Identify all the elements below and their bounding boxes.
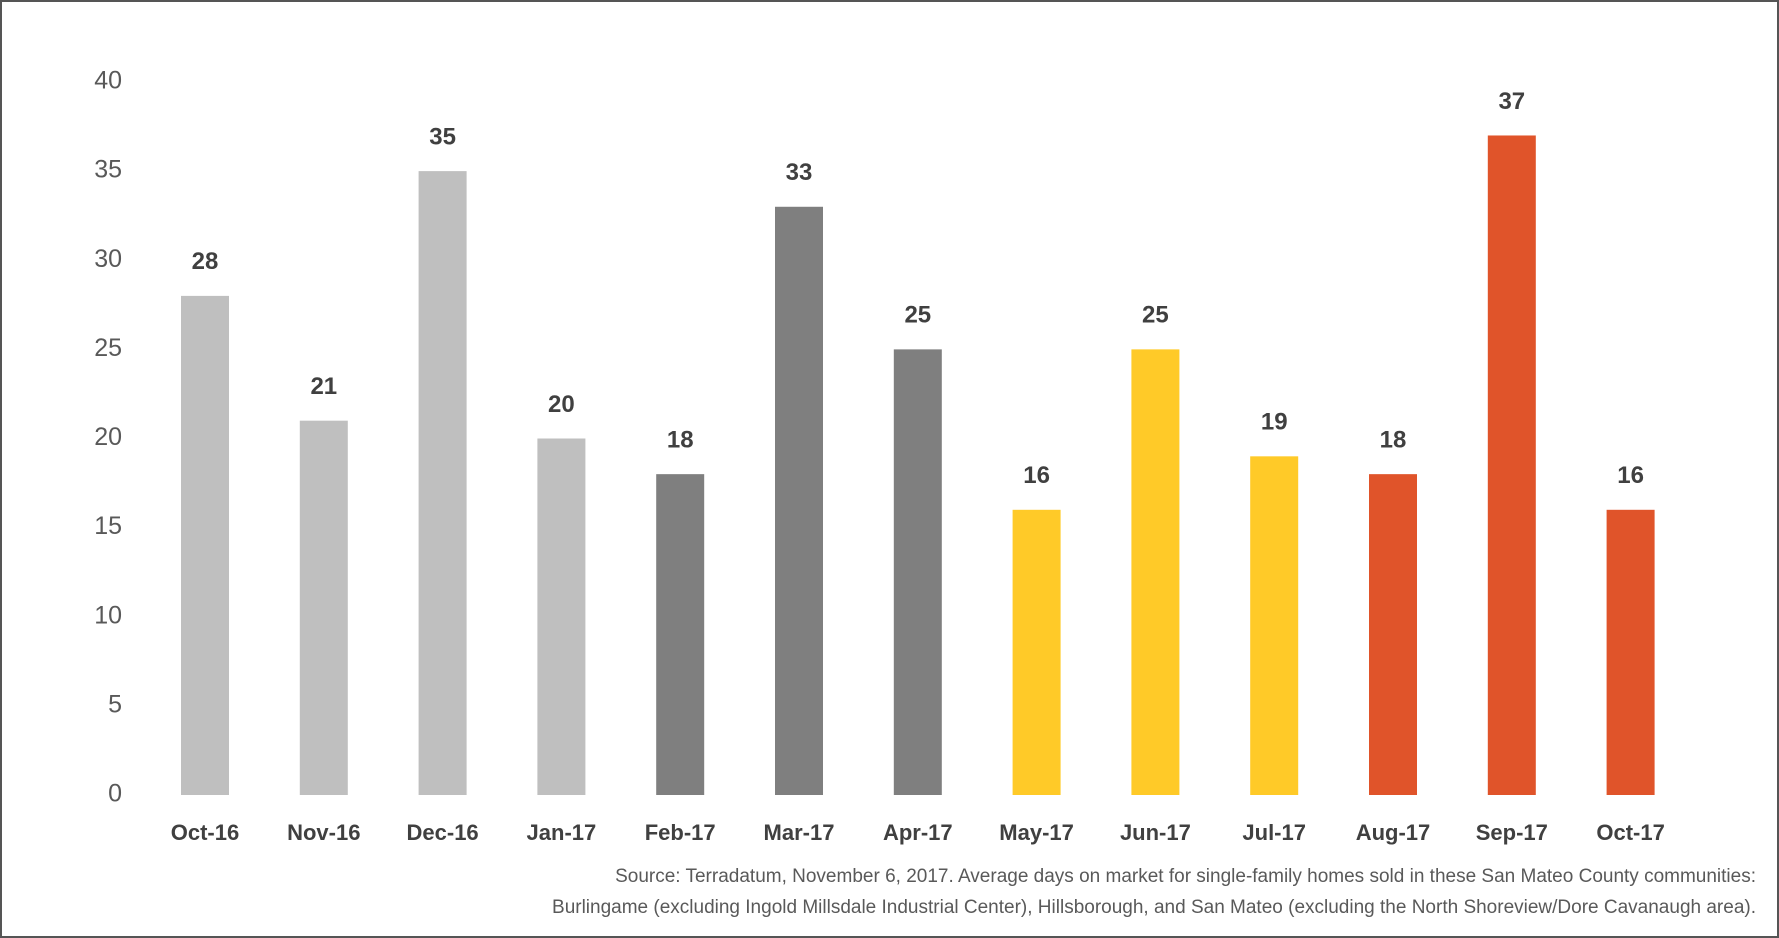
x-tick-label: Oct-16	[171, 820, 239, 845]
bar	[893, 349, 942, 795]
bar	[775, 206, 823, 795]
value-label: 19	[1261, 409, 1288, 436]
y-tick-label: 20	[94, 423, 122, 451]
x-tick-label: Aug-17	[1356, 820, 1431, 845]
value-label: 16	[1617, 462, 1644, 489]
bar	[418, 171, 467, 795]
value-label: 37	[1498, 88, 1525, 115]
y-tick-label: 25	[94, 334, 122, 362]
y-tick-label: 35	[94, 156, 122, 184]
x-tick-label: Oct-17	[1596, 820, 1664, 845]
bar	[1606, 509, 1655, 795]
source-note: Burlingame (excluding Ingold Millsdale I…	[552, 897, 1756, 918]
bar	[181, 295, 229, 795]
bar	[1131, 349, 1180, 795]
bar	[299, 420, 348, 795]
x-tick-label: Dec-16	[407, 820, 479, 845]
y-tick-label: 40	[94, 67, 122, 95]
x-tick-label: May-17	[999, 820, 1074, 845]
x-tick-label: Feb-17	[645, 820, 716, 845]
value-label: 28	[192, 248, 219, 275]
x-tick-label: Apr-17	[883, 820, 953, 845]
bar	[537, 438, 586, 795]
bar	[1487, 135, 1536, 796]
y-tick-label: 15	[94, 512, 122, 540]
value-label: 25	[904, 302, 931, 329]
y-tick-label: 5	[108, 690, 122, 718]
value-label: 35	[429, 123, 456, 150]
bar	[1369, 474, 1417, 795]
x-tick-label: Jun-17	[1120, 820, 1191, 845]
y-tick-label: 30	[94, 245, 122, 273]
bar	[1012, 509, 1061, 795]
y-tick-label: 0	[108, 780, 122, 808]
value-label: 16	[1023, 462, 1050, 489]
source-note: Source: Terradatum, November 6, 2017. Av…	[615, 866, 1756, 887]
value-label: 20	[548, 391, 575, 418]
x-tick-label: Nov-16	[287, 820, 360, 845]
x-tick-label: Jul-17	[1242, 820, 1306, 845]
value-label: 25	[1142, 302, 1169, 329]
y-tick-label: 10	[94, 601, 122, 629]
value-label: 18	[1380, 426, 1407, 453]
x-tick-label: Sep-17	[1476, 820, 1548, 845]
x-tick-label: Jan-17	[527, 820, 597, 845]
value-label: 33	[786, 159, 813, 186]
x-tick-label: Mar-17	[764, 820, 835, 845]
bar	[1250, 456, 1299, 795]
value-label: 18	[667, 426, 694, 453]
bar	[656, 474, 705, 795]
value-label: 21	[310, 373, 337, 400]
